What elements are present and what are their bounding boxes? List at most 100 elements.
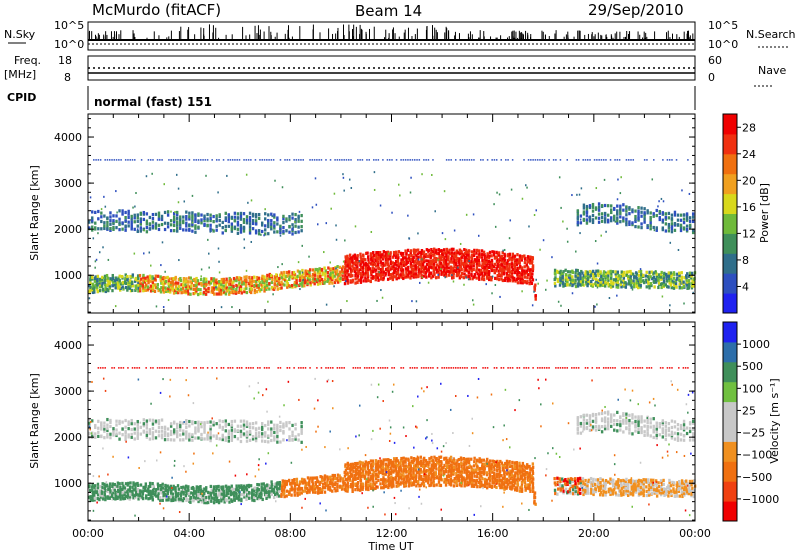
heatmap-cell xyxy=(495,250,498,254)
heatmap-cell xyxy=(481,252,484,257)
heatmap-cell xyxy=(223,280,226,284)
heatmap-cell xyxy=(409,250,412,255)
heatmap-cell xyxy=(447,269,450,274)
heatmap-cell xyxy=(508,237,511,240)
heatmap-cell xyxy=(442,269,446,273)
heatmap-cell xyxy=(597,220,601,224)
heatmap-cell xyxy=(352,469,355,473)
heatmap-cell xyxy=(129,274,132,279)
heatmap-cell xyxy=(688,282,691,286)
heatmap-cell xyxy=(432,465,436,469)
heatmap-cell xyxy=(270,222,273,226)
heatmap-cell xyxy=(390,475,393,479)
heatmap-cell xyxy=(111,496,115,501)
heatmap-cell xyxy=(485,473,489,477)
heatmap-cell xyxy=(282,217,285,221)
heatmap-cell xyxy=(503,265,506,269)
heatmap-cell xyxy=(248,215,252,220)
heatmap-cell xyxy=(153,493,157,497)
heatmap-cell xyxy=(318,267,321,271)
heatmap-cell xyxy=(605,230,607,233)
heatmap-cell xyxy=(357,474,360,478)
heatmap-cell xyxy=(199,277,203,282)
heatmap-cell xyxy=(498,475,501,479)
y-tick-label: 3000 xyxy=(54,177,82,190)
heatmap-cell xyxy=(508,273,511,278)
heatmap-cell xyxy=(287,478,291,482)
heatmap-cell xyxy=(142,485,145,489)
heatmap-cell xyxy=(88,484,91,488)
heatmap-cell xyxy=(465,258,469,262)
heatmap-cell xyxy=(691,230,695,235)
heatmap-cell xyxy=(258,281,262,285)
heatmap-cell xyxy=(151,488,155,493)
heatmap-cell xyxy=(124,488,127,492)
heatmap-cell xyxy=(664,217,668,221)
heatmap-cell xyxy=(377,265,380,270)
heatmap-cell xyxy=(209,213,212,217)
heatmap-cell xyxy=(496,252,499,256)
heatmap-cell xyxy=(371,270,375,274)
heatmap-cell xyxy=(569,281,573,285)
heatmap-cell xyxy=(395,457,398,461)
heatmap-cell xyxy=(658,273,661,277)
heatmap-cell xyxy=(281,282,284,286)
heatmap-cell xyxy=(424,477,428,481)
heatmap-cell xyxy=(142,273,145,278)
heatmap-cell xyxy=(341,274,344,278)
heatmap-cell xyxy=(464,159,466,161)
heatmap-cell xyxy=(379,459,383,463)
heatmap-cell xyxy=(465,276,467,279)
heatmap-cell xyxy=(123,496,127,501)
heatmap-cell xyxy=(202,159,204,161)
heatmap-cell xyxy=(576,193,578,196)
heatmap-cell xyxy=(268,272,272,277)
heatmap-cell xyxy=(452,465,456,469)
heatmap-cell xyxy=(245,218,249,222)
heatmap-cell xyxy=(323,481,327,485)
heatmap-cell xyxy=(448,260,451,264)
heatmap-cell xyxy=(506,461,509,465)
heatmap-cell xyxy=(200,159,202,161)
heatmap-cell xyxy=(434,276,438,280)
heatmap-cell xyxy=(410,475,413,479)
heatmap-cell xyxy=(498,260,501,264)
heatmap-cell xyxy=(652,212,655,216)
heatmap-cell xyxy=(616,219,619,223)
heatmap-cell xyxy=(103,491,106,495)
heatmap-cell xyxy=(294,212,297,217)
heatmap-cell xyxy=(670,286,673,290)
heatmap-cell xyxy=(428,483,431,488)
heatmap-cell xyxy=(486,272,489,277)
heatmap-cell xyxy=(262,280,266,285)
heatmap-cell xyxy=(691,219,695,224)
heatmap-cell xyxy=(475,482,478,486)
heatmap-cell xyxy=(518,258,521,262)
heatmap-cell xyxy=(182,487,186,491)
heatmap-cell xyxy=(488,468,491,472)
heatmap-cell xyxy=(276,218,279,222)
heatmap-cell xyxy=(250,495,254,500)
heatmap-cell xyxy=(208,496,211,500)
heatmap-cell xyxy=(167,285,171,289)
heatmap-cell xyxy=(486,276,489,280)
heatmap-cell xyxy=(424,479,428,483)
heatmap-cell xyxy=(347,475,350,479)
heatmap-cell xyxy=(374,474,378,478)
heatmap-cell xyxy=(680,275,684,279)
heatmap-cell xyxy=(342,176,345,179)
heatmap-cell xyxy=(443,456,446,460)
heatmap-cell xyxy=(501,278,505,283)
heatmap-cell xyxy=(364,472,368,476)
heatmap-cell xyxy=(518,256,522,260)
heatmap-cell xyxy=(448,458,451,463)
heatmap-cell xyxy=(157,211,161,215)
heatmap-cell xyxy=(172,291,176,295)
heatmap-cell xyxy=(553,268,557,272)
heatmap-cell xyxy=(399,466,402,470)
heatmap-cell xyxy=(264,228,267,232)
heatmap-cell xyxy=(444,483,448,487)
heatmap-cell xyxy=(108,286,112,290)
heatmap-cell xyxy=(255,494,258,498)
heatmap-cell xyxy=(490,278,493,282)
